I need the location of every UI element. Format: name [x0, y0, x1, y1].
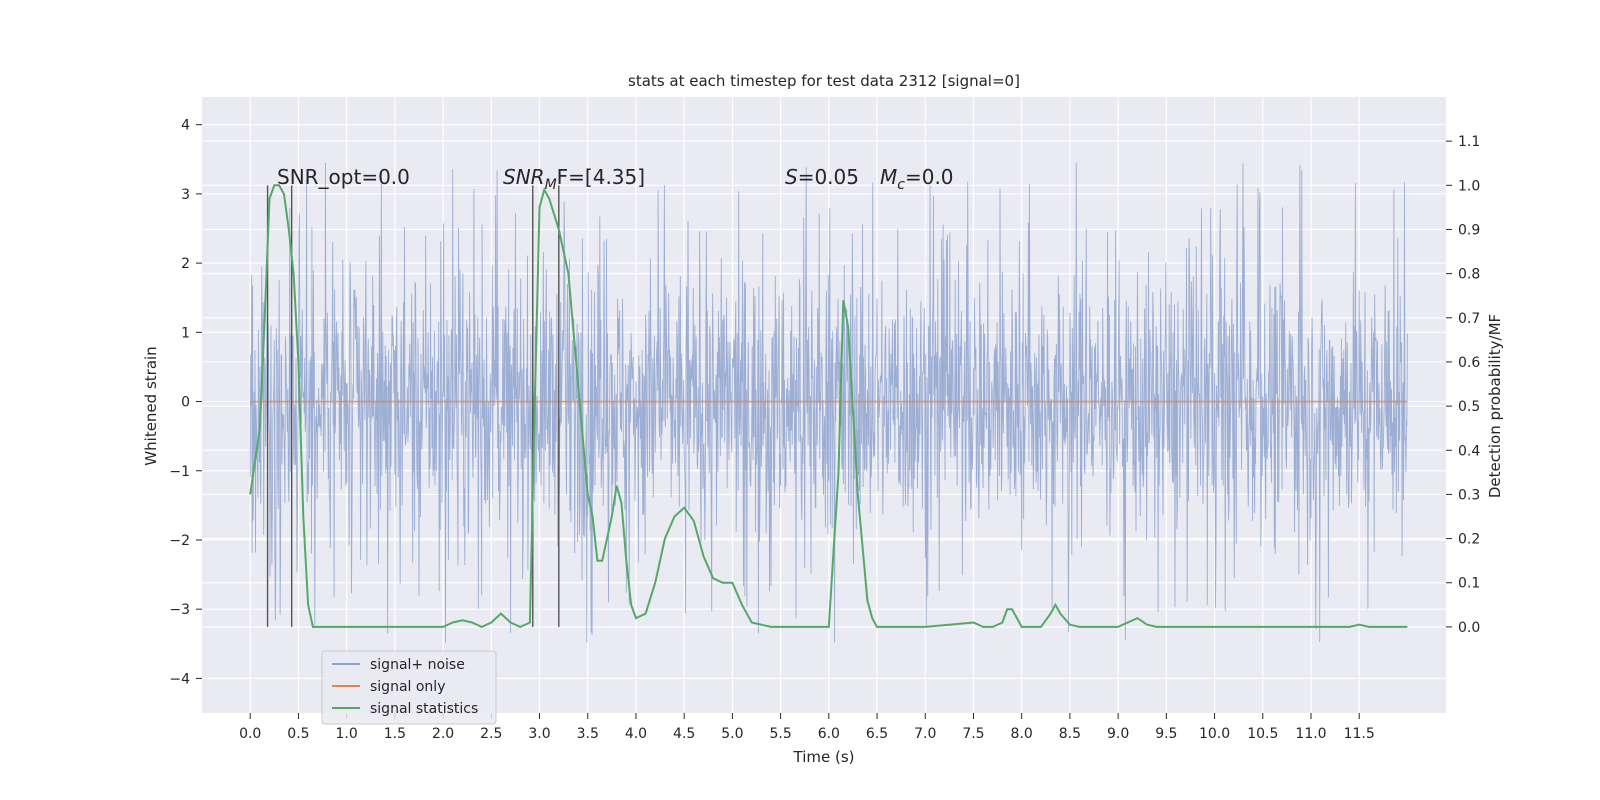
left-y-tick-label: −4 [169, 671, 190, 687]
left-y-tick-label: 2 [181, 256, 190, 272]
s-annotation: S=0.05 [785, 165, 859, 189]
x-tick-label: 3.0 [528, 726, 550, 742]
noise-trace [249, 162, 1408, 643]
x-tick-label: 8.5 [1059, 726, 1081, 742]
x-tick-label: 9.0 [1107, 726, 1129, 742]
left-y-tick-label: −2 [169, 533, 190, 549]
legend-box [321, 650, 497, 725]
left-y-axis-label: Whitened strain [142, 346, 160, 465]
left-y-axis-ticks: 4 3 2 1 0 −1 −2 −3 −4 [169, 118, 202, 687]
mc-sub: c [897, 177, 905, 193]
right-y-tick-label: 0.4 [1458, 443, 1480, 459]
right-y-tick-label: 1.1 [1458, 134, 1480, 150]
x-tick-label: 2.0 [432, 726, 454, 742]
snr-mf-sub: M [545, 177, 557, 193]
left-y-tick-label: 3 [181, 187, 190, 203]
x-tick-label: 10.0 [1199, 726, 1230, 742]
right-y-tick-label: 0.1 [1458, 576, 1480, 592]
left-y-tick-label: −3 [169, 602, 190, 618]
snr-mf-rest: F=[4.35] [557, 165, 645, 189]
legend: signal+ noise signal only signal statist… [321, 650, 497, 725]
right-y-axis-ticks: 1.1 1.0 0.9 0.8 0.7 0.6 0.5 0.4 0.3 0.2 0.1 0.0 [1446, 134, 1480, 636]
legend-label-noise: signal+ noise [370, 657, 465, 673]
right-y-tick-label: 0.8 [1458, 267, 1480, 283]
x-tick-label: 6.5 [866, 726, 888, 742]
x-tick-label: 7.5 [962, 726, 984, 742]
right-y-tick-label: 1.0 [1458, 178, 1480, 194]
s-label: S [785, 165, 798, 189]
chart-title: stats at each timestep for test data 231… [628, 72, 1020, 90]
statistics-line [249, 184, 1408, 628]
mc-annotation: Mc=0.0 [880, 165, 954, 193]
legend-label-signal-only: signal only [370, 679, 445, 695]
right-y-tick-label: 0.0 [1458, 620, 1480, 636]
x-tick-label: 3.5 [577, 726, 599, 742]
x-tick-label: 5.0 [721, 726, 743, 742]
x-tick-label: 2.5 [480, 726, 502, 742]
left-y-tick-label: 0 [181, 395, 190, 411]
x-tick-label: 1.0 [336, 726, 358, 742]
snr-mf-base: SNR [503, 165, 545, 189]
left-y-tick-label: −1 [169, 464, 190, 480]
x-tick-label: 6.0 [818, 726, 840, 742]
x-tick-label: 0.0 [239, 726, 261, 742]
left-y-tick-label: 1 [181, 325, 190, 341]
snr-opt-annotation: SNR_opt=0.0 [277, 165, 410, 189]
x-axis-ticks: 0.0 0.5 1.0 1.5 2.0 2.5 3.0 3.5 4.0 4.5 5.0 5.5 6.0 6… [239, 713, 1375, 742]
s-value: =0.05 [798, 165, 859, 189]
right-y-tick-label: 0.3 [1458, 487, 1480, 503]
x-tick-label: 9.5 [1155, 726, 1177, 742]
x-tick-label: 8.0 [1011, 726, 1033, 742]
x-tick-label: 4.5 [673, 726, 695, 742]
signal-statistics-series [249, 184, 1408, 628]
right-y-tick-label: 0.6 [1458, 355, 1480, 371]
x-tick-label: 11.5 [1344, 726, 1375, 742]
snr-mf-annotation: SNRMF=[4.35] [503, 165, 645, 193]
x-tick-label: 4.0 [625, 726, 647, 742]
right-y-tick-label: 0.5 [1458, 399, 1480, 415]
x-tick-label: 10.5 [1247, 726, 1278, 742]
x-tick-label: 7.0 [914, 726, 936, 742]
x-tick-label: 1.5 [384, 726, 406, 742]
x-tick-label: 11.0 [1295, 726, 1326, 742]
x-tick-label: 5.5 [769, 726, 791, 742]
signal-plus-noise-series [249, 162, 1408, 643]
legend-label-statistics: signal statistics [370, 701, 478, 717]
x-axis-label: Time (s) [793, 748, 855, 766]
left-y-tick-label: 4 [181, 118, 190, 134]
x-tick-label: 0.5 [287, 726, 309, 742]
right-y-tick-label: 0.9 [1458, 222, 1480, 238]
mc-value: =0.0 [905, 165, 954, 189]
mc-label: M [880, 165, 897, 189]
right-y-tick-label: 0.2 [1458, 532, 1480, 548]
right-y-tick-label: 0.7 [1458, 311, 1480, 327]
right-y-axis-label: Detection probability/MF [1486, 314, 1504, 498]
